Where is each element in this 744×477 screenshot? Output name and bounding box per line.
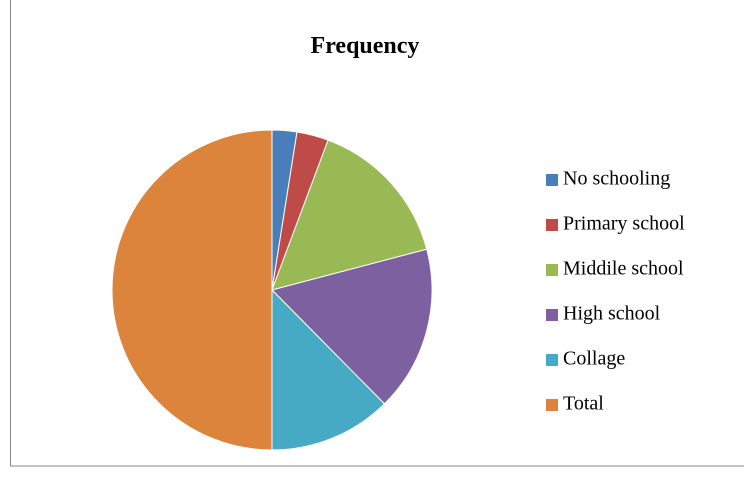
pie-slice: [271, 288, 386, 451]
legend-swatch: [546, 174, 558, 186]
pie-slice: [111, 129, 273, 451]
legend-swatch: [546, 219, 558, 231]
legend-swatch: [546, 264, 558, 276]
legend-label: Primary school: [563, 213, 685, 235]
legend-label: No schooling: [563, 168, 670, 190]
legend-swatch: [546, 399, 558, 411]
chart-title: Frequency: [311, 33, 420, 59]
legend-swatch: [546, 309, 558, 321]
legend-label: Middile school: [563, 258, 684, 280]
pie-slice: [271, 139, 428, 291]
legend-label: Total: [563, 393, 604, 415]
legend-swatch: [546, 354, 558, 366]
legend-label: High school: [563, 303, 661, 325]
chart-frame: [10, 0, 744, 467]
legend-label: Collage: [563, 348, 625, 370]
pie-slice: [271, 248, 433, 405]
